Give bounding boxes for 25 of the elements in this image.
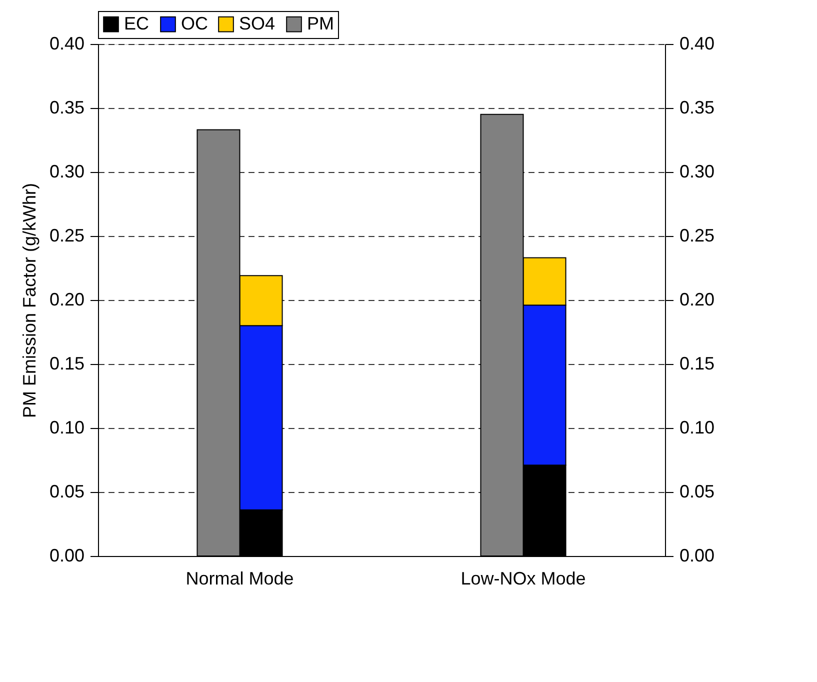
y2-tick-label: 0.15: [680, 354, 715, 374]
y-tick-label: 0.20: [49, 290, 84, 310]
legend-label: PM: [307, 13, 334, 34]
y2-tick-label: 0.35: [680, 98, 715, 118]
y-tick-label: 0.00: [49, 546, 84, 566]
y-tick-label: 0.25: [49, 226, 84, 246]
y-tick-label: 0.10: [49, 418, 84, 438]
x-tick-label: Low-NOx Mode: [460, 568, 586, 588]
y2-tick-label: 0.30: [680, 162, 715, 182]
y-tick-label: 0.40: [49, 34, 84, 54]
y-tick-label: 0.30: [49, 162, 84, 182]
y2-tick-label: 0.05: [680, 482, 715, 502]
y-axis-title: PM Emission Factor (g/kWhr): [19, 182, 40, 418]
y2-tick-label: 0.00: [680, 546, 715, 566]
legend-label: SO4: [239, 13, 276, 34]
y2-tick-label: 0.10: [680, 418, 715, 438]
y-tick-label: 0.05: [49, 482, 84, 502]
y2-tick-label: 0.20: [680, 290, 715, 310]
y2-tick-label: 0.40: [680, 34, 715, 54]
y-tick-label: 0.35: [49, 98, 84, 118]
legend-label: OC: [181, 13, 208, 34]
x-tick-label: Normal Mode: [186, 568, 294, 588]
y-tick-label: 0.15: [49, 354, 84, 374]
y2-tick-label: 0.25: [680, 226, 715, 246]
legend-label: EC: [124, 13, 150, 34]
